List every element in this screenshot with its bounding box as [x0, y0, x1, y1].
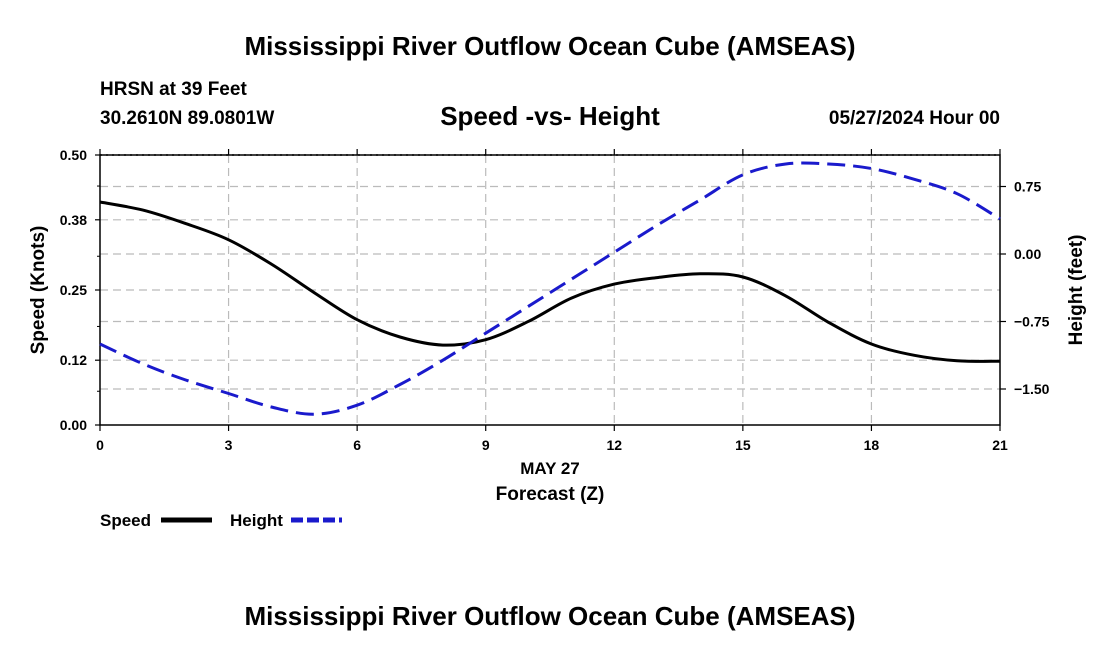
y-left-tick-label: 0.38 — [60, 212, 87, 228]
x-tick-label: 9 — [482, 437, 490, 453]
x-date-label: MAY 27 — [520, 459, 580, 478]
y-right-axis-label: Height (feet) — [1066, 235, 1087, 346]
legend-height-label: Height — [230, 511, 283, 530]
series-line-speed — [99, 200, 1001, 363]
y-left-axis-label: Speed (Knots) — [28, 226, 49, 355]
left-axis-ticks: 0.00 0.12 0.25 0.38 0.50 — [60, 147, 100, 433]
right-axis-ticks: 0.75 0.00 −0.75 −1.50 — [1000, 179, 1050, 397]
x-tick-label: 21 — [992, 437, 1008, 453]
x-tick-label: 12 — [606, 437, 622, 453]
footer-title: Mississippi River Outflow Ocean Cube (AM… — [244, 601, 855, 631]
x-tick-label: 3 — [225, 437, 233, 453]
y-left-tick-label: 0.25 — [60, 282, 87, 298]
series-line-height — [99, 161, 1001, 416]
y-left-tick-label: 0.00 — [60, 417, 87, 433]
x-tick-label: 18 — [864, 437, 880, 453]
y-left-tick-label: 0.12 — [60, 352, 87, 368]
chart-subtitle: Speed -vs- Height — [440, 101, 660, 131]
legend-speed-label: Speed — [100, 511, 151, 530]
y-right-tick-label: −0.75 — [1014, 314, 1050, 330]
station-coords: 30.2610N 89.0801W — [100, 108, 274, 129]
legend: Speed Height — [100, 511, 342, 530]
y-right-tick-label: 0.75 — [1014, 179, 1041, 195]
y-right-tick-label: 0.00 — [1014, 246, 1041, 262]
x-axis-label: Forecast (Z) — [496, 484, 605, 505]
x-tick-label: 15 — [735, 437, 751, 453]
data-series — [99, 161, 1001, 416]
y-right-tick-label: −1.50 — [1014, 381, 1050, 397]
chart-title: Mississippi River Outflow Ocean Cube (AM… — [244, 31, 855, 61]
grid-lines — [100, 154, 1000, 425]
station-name: HRSN at 39 Feet — [100, 79, 247, 100]
y-left-tick-label: 0.50 — [60, 147, 87, 163]
x-tick-label: 6 — [353, 437, 361, 453]
x-axis-ticks: 0 3 6 9 12 15 18 21 — [96, 149, 1008, 453]
x-tick-label: 0 — [96, 437, 104, 453]
forecast-datetime: 05/27/2024 Hour 00 — [829, 108, 1000, 129]
